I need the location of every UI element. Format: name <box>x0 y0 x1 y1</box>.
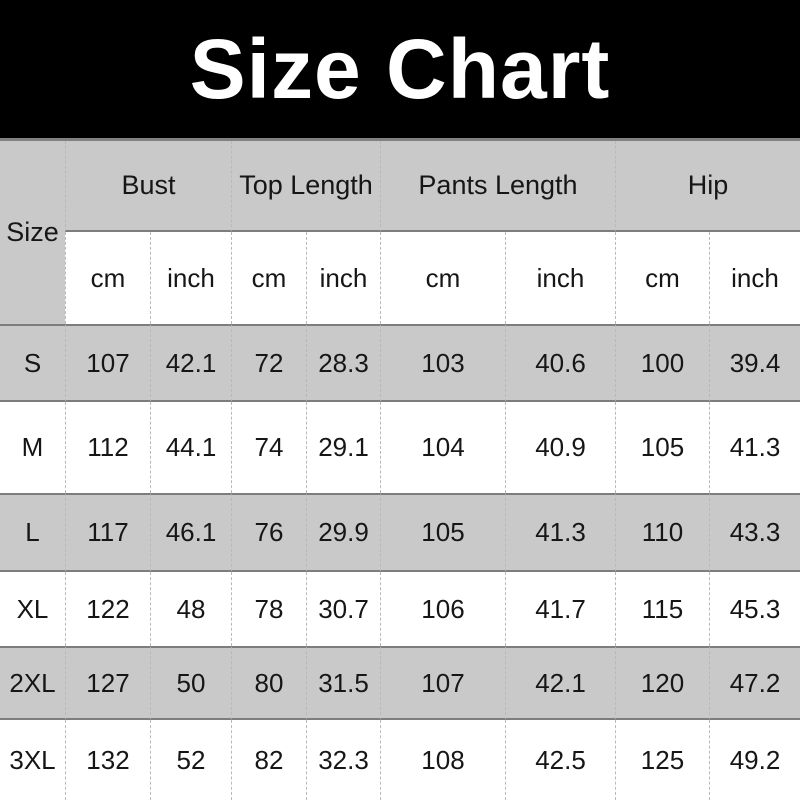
value-cell: 105 <box>380 493 505 572</box>
value-cell: 49.2 <box>709 720 800 800</box>
value-cell: 74 <box>231 402 306 493</box>
value-cell: 48 <box>150 572 231 646</box>
value-cell: 122 <box>65 572 150 646</box>
unit-header-bust-cm: cm <box>65 232 150 324</box>
value-cell: 29.9 <box>306 493 380 572</box>
value-cell: 45.3 <box>709 572 800 646</box>
unit-header-hip-inch: inch <box>709 232 800 324</box>
value-cell: 41.3 <box>709 402 800 493</box>
value-cell: 80 <box>231 646 306 720</box>
group-header-top-length: Top Length <box>231 141 380 232</box>
value-cell: 106 <box>380 572 505 646</box>
unit-header-pants-inch: inch <box>505 232 615 324</box>
size-table: Size Bust Top Length Pants Length Hip cm… <box>0 141 800 800</box>
group-header-bust: Bust <box>65 141 231 232</box>
value-cell: 103 <box>380 324 505 402</box>
value-cell: 30.7 <box>306 572 380 646</box>
size-cell: 2XL <box>0 646 65 720</box>
value-cell: 120 <box>615 646 709 720</box>
value-cell: 100 <box>615 324 709 402</box>
value-cell: 46.1 <box>150 493 231 572</box>
value-cell: 41.3 <box>505 493 615 572</box>
value-cell: 115 <box>615 572 709 646</box>
value-cell: 82 <box>231 720 306 800</box>
value-cell: 107 <box>65 324 150 402</box>
group-header-pants-length: Pants Length <box>380 141 615 232</box>
page-title: Size Chart <box>189 22 611 116</box>
value-cell: 117 <box>65 493 150 572</box>
value-cell: 39.4 <box>709 324 800 402</box>
value-cell: 104 <box>380 402 505 493</box>
value-cell: 78 <box>231 572 306 646</box>
value-cell: 28.3 <box>306 324 380 402</box>
value-cell: 105 <box>615 402 709 493</box>
value-cell: 107 <box>380 646 505 720</box>
value-cell: 42.1 <box>505 646 615 720</box>
value-cell: 47.2 <box>709 646 800 720</box>
unit-header-top-cm: cm <box>231 232 306 324</box>
value-cell: 40.6 <box>505 324 615 402</box>
value-cell: 50 <box>150 646 231 720</box>
value-cell: 52 <box>150 720 231 800</box>
size-cell: M <box>21 432 44 462</box>
unit-header-pants-cm: cm <box>380 232 505 324</box>
value-cell: 40.9 <box>505 402 615 493</box>
value-cell: 44.1 <box>150 402 231 493</box>
value-cell: 132 <box>65 720 150 800</box>
value-cell: 42.1 <box>150 324 231 402</box>
size-column-header: Size <box>0 141 65 324</box>
value-cell: 29.1 <box>306 402 380 493</box>
value-cell: 110 <box>615 493 709 572</box>
table-top-rule <box>0 138 800 141</box>
unit-header-top-inch: inch <box>306 232 380 324</box>
title-banner: Size Chart <box>0 0 800 138</box>
value-cell: 31.5 <box>306 646 380 720</box>
value-cell: 76 <box>231 493 306 572</box>
value-cell: 43.3 <box>709 493 800 572</box>
size-cell: S <box>0 324 65 402</box>
value-cell: 72 <box>231 324 306 402</box>
size-cell: 3XL <box>9 744 56 775</box>
unit-header-hip-cm: cm <box>615 232 709 324</box>
value-cell: 108 <box>380 720 505 800</box>
size-cell: XL <box>16 593 49 624</box>
value-cell: 42.5 <box>505 720 615 800</box>
unit-header-bust-inch: inch <box>150 232 231 324</box>
group-header-hip: Hip <box>615 141 800 232</box>
size-cell: L <box>0 493 65 572</box>
value-cell: 127 <box>65 646 150 720</box>
value-cell: 112 <box>65 402 150 493</box>
value-cell: 125 <box>615 720 709 800</box>
value-cell: 32.3 <box>306 720 380 800</box>
value-cell: 41.7 <box>505 572 615 646</box>
